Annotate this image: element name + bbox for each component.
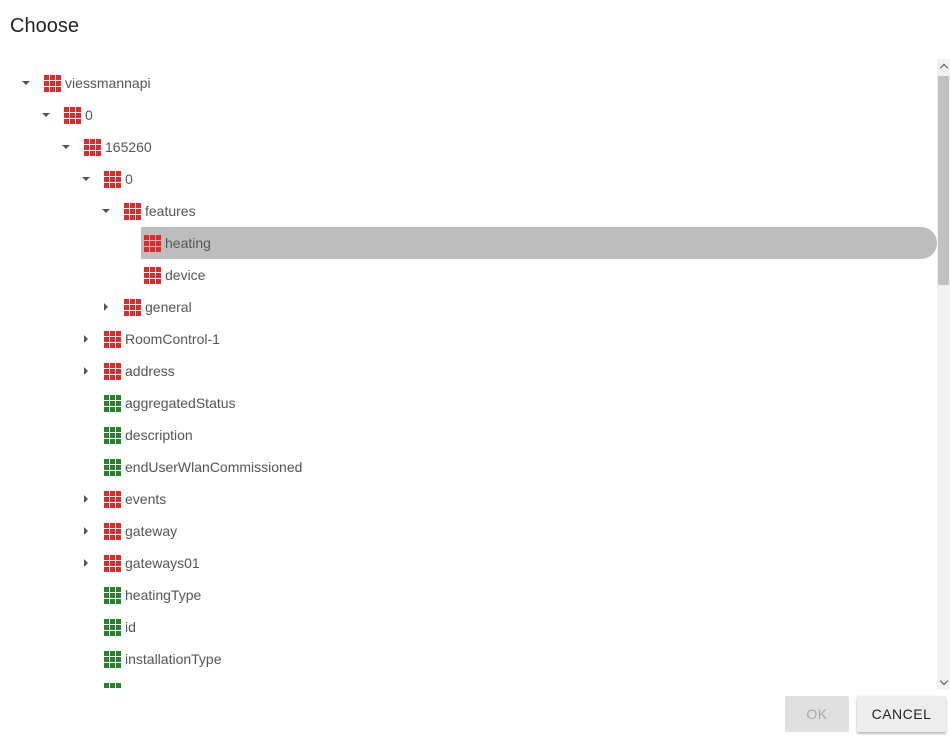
tree-node-label: installationType <box>125 651 222 667</box>
tree-node[interactable]: gateway <box>0 515 937 547</box>
scroll-down-arrow-icon[interactable] <box>937 675 950 689</box>
cancel-button[interactable]: CANCEL <box>857 696 946 732</box>
scrollbar-thumb[interactable] <box>938 76 949 285</box>
red-grid-icon <box>104 171 121 188</box>
tree-node-label: events <box>125 491 167 507</box>
green-grid-icon <box>104 587 121 604</box>
tree-node-selected[interactable]: heating <box>0 227 937 259</box>
tree-node-label: gateways01 <box>125 555 200 571</box>
caret-down-icon[interactable] <box>59 131 73 163</box>
tree-node[interactable]: general <box>0 291 937 323</box>
tree-node-label: features <box>145 203 196 219</box>
tree-node-label: aggregatedStatus <box>125 395 236 411</box>
tree-node-label: device <box>165 267 206 283</box>
tree-node[interactable]: installationType <box>0 643 937 675</box>
caret-right-icon[interactable] <box>79 483 93 515</box>
tree-node-label: heating <box>165 235 211 251</box>
tree-node[interactable]: address <box>0 355 937 387</box>
tree-node[interactable]: 165260 <box>0 131 937 163</box>
red-grid-icon <box>124 203 141 220</box>
tree-scrollbar[interactable] <box>937 59 950 689</box>
tree-node[interactable]: gateways01 <box>0 547 937 579</box>
tree-node[interactable]: aggregatedStatus <box>0 387 937 419</box>
green-grid-icon <box>104 683 121 688</box>
red-grid-icon <box>44 75 61 92</box>
caret-right-icon[interactable] <box>79 323 93 355</box>
caret-down-icon[interactable] <box>79 163 93 195</box>
caret-right-icon[interactable] <box>79 547 93 579</box>
tree-node-label: 0 <box>85 107 93 123</box>
caret-right-icon[interactable] <box>99 291 113 323</box>
caret-down-icon[interactable] <box>99 195 113 227</box>
red-grid-icon <box>104 491 121 508</box>
red-grid-icon <box>144 267 161 284</box>
tree-node[interactable]: 0 <box>0 163 937 195</box>
caret-right-icon[interactable] <box>79 515 93 547</box>
green-grid-icon <box>104 619 121 636</box>
dialog-title: Choose <box>10 15 79 37</box>
caret-down-icon[interactable] <box>19 67 33 99</box>
tree-node-label: id <box>125 619 136 635</box>
tree-node[interactable]: RoomControl-1 <box>0 323 937 355</box>
tree-node[interactable]: 0 <box>0 99 937 131</box>
tree-node[interactable]: device <box>0 259 937 291</box>
green-grid-icon <box>104 395 121 412</box>
tree-node[interactable]: endUserWlanCommissioned <box>0 451 937 483</box>
red-grid-icon <box>104 331 121 348</box>
tree-node-label: gateway <box>125 523 178 539</box>
object-tree[interactable]: viessmannapi 0 165260 0 features heating devic… <box>0 62 937 688</box>
tree-node[interactable]: description <box>0 419 937 451</box>
scroll-up-arrow-icon[interactable] <box>937 59 950 73</box>
tree-node[interactable]: heatingType <box>0 579 937 611</box>
caret-down-icon[interactable] <box>39 99 53 131</box>
tree-node-label: general <box>145 299 192 315</box>
red-grid-icon <box>84 139 101 156</box>
selection-highlight <box>141 227 937 259</box>
tree-node[interactable]: features <box>0 195 937 227</box>
red-grid-icon <box>104 555 121 572</box>
caret-right-icon[interactable] <box>79 355 93 387</box>
tree-node[interactable]: viessmannapi <box>0 67 937 99</box>
red-grid-icon <box>124 299 141 316</box>
tree-node-label: RoomControl-1 <box>125 331 220 347</box>
tree-node-label: address <box>125 363 175 379</box>
tree-node-label: heatingType <box>125 587 202 603</box>
tree-node[interactable] <box>0 675 937 688</box>
tree-node-label: 0 <box>125 171 133 187</box>
red-grid-icon <box>104 363 121 380</box>
tree-node[interactable]: events <box>0 483 937 515</box>
tree-node-label: 165260 <box>105 139 152 155</box>
tree-node-label: viessmannapi <box>65 75 151 91</box>
tree-node-label: description <box>125 427 193 443</box>
red-grid-icon <box>64 107 81 124</box>
green-grid-icon <box>104 427 121 444</box>
ok-button[interactable]: OK <box>785 696 849 732</box>
green-grid-icon <box>104 459 121 476</box>
red-grid-icon <box>144 235 161 252</box>
tree-node[interactable]: id <box>0 611 937 643</box>
tree-node-label: endUserWlanCommissioned <box>125 459 303 475</box>
red-grid-icon <box>104 523 121 540</box>
green-grid-icon <box>104 651 121 668</box>
